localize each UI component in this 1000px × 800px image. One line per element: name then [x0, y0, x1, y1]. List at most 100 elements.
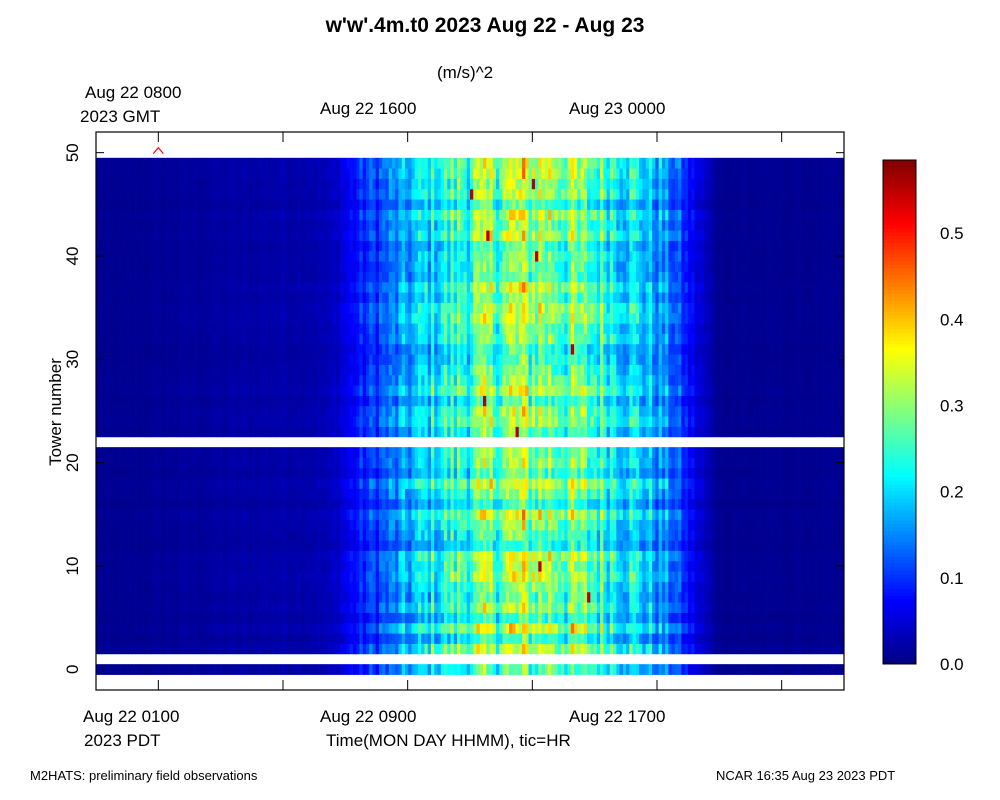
heatmap-cell — [317, 643, 321, 655]
heatmap-cell — [473, 622, 477, 634]
heatmap-cell — [603, 602, 607, 613]
heatmap-cell — [356, 550, 360, 562]
heatmap-cell — [300, 478, 305, 489]
heatmap-cell — [785, 581, 790, 593]
heatmap-cell — [430, 581, 435, 593]
heatmap-cell — [213, 498, 217, 510]
heatmap-cell — [590, 540, 594, 551]
heatmap-cell — [138, 622, 142, 634]
heatmap-cell — [622, 488, 627, 500]
heatmap-cell — [694, 622, 699, 634]
heatmap-cell — [759, 519, 764, 531]
heatmap-cell — [668, 643, 673, 655]
heatmap-cell — [801, 581, 806, 593]
heatmap-cell — [174, 664, 178, 675]
heatmap-cell — [609, 498, 614, 510]
heatmap-cell — [632, 633, 637, 644]
heatmap-cell — [362, 529, 367, 541]
heatmap-cell — [762, 612, 767, 624]
heatmap-cell — [349, 529, 354, 541]
heatmap-cell — [252, 529, 256, 541]
heatmap-cell — [258, 643, 263, 655]
heatmap-cell — [570, 498, 575, 510]
heatmap-cell — [522, 426, 526, 438]
heatmap-cell — [144, 498, 149, 510]
heatmap-cell — [821, 612, 825, 624]
heatmap-cell — [310, 447, 315, 458]
heatmap-cell — [453, 581, 458, 593]
heatmap-cell — [430, 519, 435, 531]
heatmap-cell — [235, 478, 240, 489]
heatmap-cell — [785, 498, 790, 510]
heatmap-cell — [554, 581, 559, 593]
heatmap-cell — [375, 519, 380, 531]
heatmap-cell — [544, 643, 549, 655]
heatmap-cell — [278, 529, 282, 541]
heatmap-cell — [437, 622, 442, 634]
heatmap-cell — [466, 488, 471, 500]
heatmap-cell — [528, 447, 533, 458]
heatmap-cell — [118, 581, 123, 593]
heatmap-cell — [170, 591, 175, 603]
heatmap-cell — [372, 622, 377, 634]
heatmap-cell — [639, 550, 643, 562]
heatmap-cell — [817, 643, 822, 655]
heatmap-cell — [115, 633, 120, 644]
heatmap-cell — [304, 560, 308, 572]
heatmap-cell — [411, 478, 416, 489]
heatmap-cell — [479, 571, 484, 582]
heatmap-cell — [352, 540, 357, 551]
heatmap-cell — [453, 529, 458, 541]
heatmap-cell — [245, 529, 250, 541]
heatmap-cell — [131, 571, 136, 582]
heatmap-cell — [274, 602, 279, 613]
heatmap-cell — [411, 447, 416, 458]
heatmap-cell — [310, 560, 315, 572]
heatmap-cell — [183, 622, 188, 634]
heatmap-cell — [801, 664, 806, 675]
heatmap-cell — [398, 643, 403, 655]
heatmap-cell — [632, 447, 637, 458]
heatmap-cell — [447, 509, 451, 520]
heatmap-cell — [544, 540, 549, 551]
heatmap-cell — [450, 633, 455, 644]
heatmap-cell — [239, 467, 243, 479]
heatmap-cell — [323, 467, 328, 479]
heatmap-cell — [372, 509, 377, 520]
heatmap-cell — [749, 529, 754, 541]
heatmap-cell — [694, 633, 699, 644]
heatmap-cell — [733, 498, 738, 510]
heatmap-cell — [294, 519, 299, 531]
heatmap-cell — [118, 550, 123, 562]
heatmap-cell — [151, 540, 155, 551]
heatmap-cell — [245, 571, 250, 582]
heatmap-cell — [138, 529, 142, 541]
heatmap-cell — [135, 498, 139, 510]
heatmap-cell — [300, 519, 305, 531]
heatmap-cell — [170, 643, 175, 655]
heatmap-cell — [284, 571, 289, 582]
heatmap-cell — [346, 467, 351, 479]
heatmap-cell — [502, 591, 507, 603]
heatmap-cell — [216, 478, 220, 489]
heatmap-cell — [356, 622, 360, 634]
heatmap-cell — [356, 581, 360, 593]
heatmap-cell — [105, 529, 110, 541]
heatmap-cell — [460, 509, 464, 520]
heatmap-cell — [408, 509, 412, 520]
heatmap-cell — [174, 529, 178, 541]
heatmap-cell — [109, 457, 113, 469]
heatmap-cell — [772, 447, 777, 458]
heatmap-cell — [297, 633, 302, 644]
heatmap-cell — [336, 602, 341, 613]
heatmap-cell — [196, 519, 201, 531]
heatmap-cell — [616, 633, 620, 644]
heatmap-cell — [284, 498, 289, 510]
heatmap-cell — [359, 467, 364, 479]
heatmap-cell — [274, 591, 279, 603]
heatmap-cell — [206, 664, 211, 675]
heatmap-cell — [96, 447, 100, 458]
heatmap-cell — [330, 591, 334, 603]
heatmap-cell — [554, 540, 559, 551]
heatmap-cell — [395, 488, 399, 500]
